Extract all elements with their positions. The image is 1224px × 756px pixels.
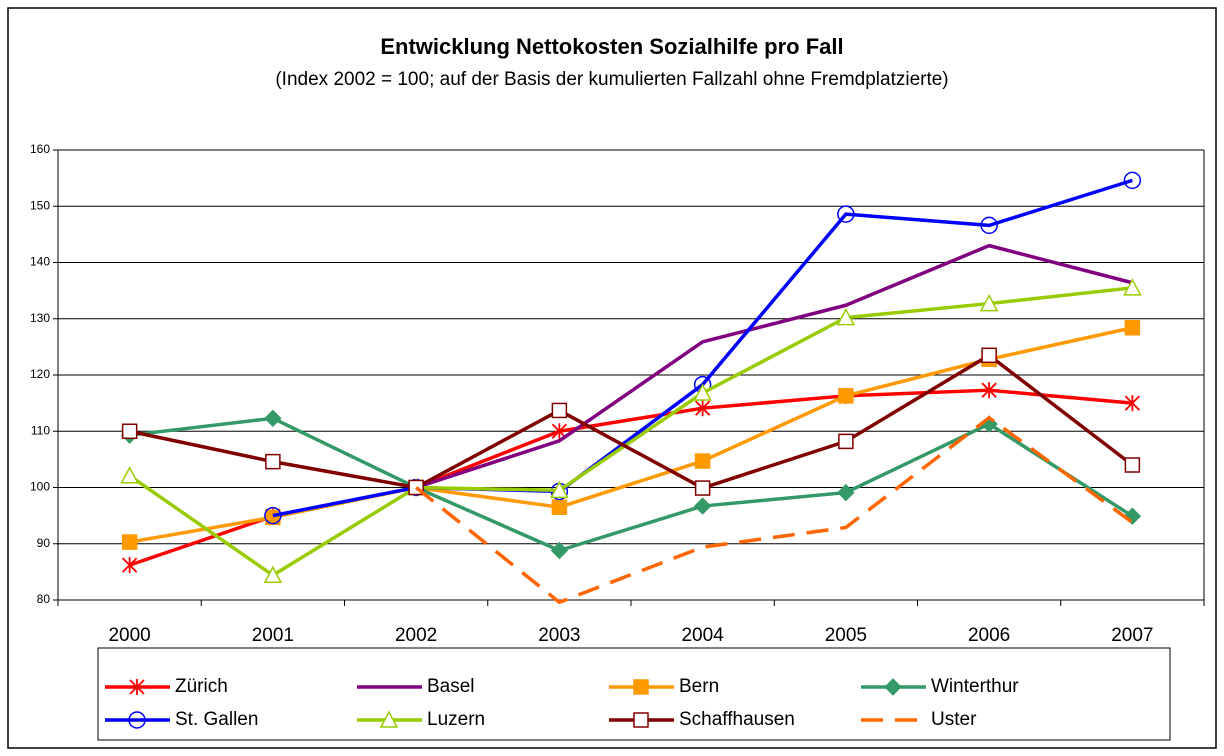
- data-point: [264, 409, 282, 428]
- data-point: [694, 480, 711, 496]
- legend-marker: [129, 679, 145, 695]
- x-tick-label: 2000: [108, 625, 150, 646]
- data-point: [1124, 320, 1141, 336]
- data-point: [120, 466, 139, 484]
- legend-label: Uster: [931, 709, 977, 730]
- data-point: [550, 480, 569, 499]
- y-tick-label: 130: [30, 311, 50, 325]
- legend-marker: [379, 710, 399, 728]
- data-point: [837, 483, 855, 502]
- x-tick-label: 2003: [538, 625, 580, 646]
- data-point: [981, 347, 997, 364]
- legend-marker: [633, 679, 649, 695]
- x-tick-label: 2002: [395, 625, 437, 646]
- y-tick-label: 140: [30, 255, 50, 269]
- data-point: [1123, 278, 1142, 296]
- data-point: [263, 565, 283, 583]
- data-point: [693, 497, 712, 515]
- y-tick-label: 110: [31, 423, 50, 437]
- chart-border: [7, 7, 1217, 749]
- data-point: [121, 423, 138, 439]
- legend-label: Luzern: [427, 709, 485, 730]
- y-tick-label: 150: [30, 198, 50, 212]
- data-point: [551, 499, 568, 515]
- data-point: [694, 453, 711, 469]
- data-point: [836, 308, 856, 326]
- x-tick-label: 2006: [968, 625, 1010, 646]
- data-point: [265, 453, 281, 470]
- chart-subtitle: (Index 2002 = 100; auf der Basis der kum…: [275, 69, 948, 90]
- data-point: [551, 402, 568, 419]
- data-point: [838, 388, 854, 404]
- data-point: [980, 216, 998, 235]
- data-point: [838, 433, 854, 450]
- x-tick-label: 2005: [825, 625, 867, 646]
- y-tick-label: 80: [37, 592, 51, 606]
- y-tick-label: 90: [37, 536, 51, 550]
- x-tick-label: 2001: [252, 625, 294, 646]
- legend-label: Winterthur: [931, 676, 1019, 697]
- x-tick-label: 2007: [1111, 625, 1153, 646]
- data-point: [837, 205, 855, 223]
- y-tick-label: 120: [30, 367, 50, 381]
- data-point: [550, 541, 569, 560]
- series-line: [415, 243, 1133, 490]
- legend-label: Bern: [679, 676, 719, 697]
- chart-title: Entwicklung Nettokosten Sozialhilfe pro …: [380, 34, 843, 59]
- legend-marker: [884, 678, 902, 696]
- legend-marker: [633, 712, 649, 728]
- legend-marker: [128, 711, 146, 729]
- data-point: [121, 557, 138, 574]
- data-point: [1124, 457, 1141, 473]
- legend-label: Basel: [427, 676, 475, 697]
- series-line: [415, 416, 1134, 604]
- series-line: [128, 286, 1133, 577]
- x-tick-label: 2004: [681, 625, 724, 646]
- data-point: [981, 382, 997, 399]
- data-point: [979, 293, 999, 312]
- data-point: [1123, 171, 1142, 190]
- data-point: [694, 400, 711, 417]
- y-tick-label: 100: [30, 480, 50, 494]
- data-point: [264, 506, 282, 525]
- legend-label: Schaffhausen: [679, 709, 795, 730]
- data-point: [693, 383, 712, 401]
- legend-label: St. Gallen: [175, 709, 258, 730]
- legend-label: Zürich: [175, 676, 228, 697]
- data-point: [121, 534, 138, 550]
- data-point: [1124, 395, 1141, 412]
- y-tick-label: 160: [30, 142, 50, 156]
- series-line: [129, 353, 1134, 490]
